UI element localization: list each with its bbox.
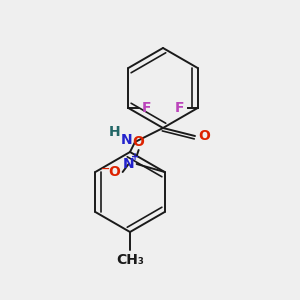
Text: +: + <box>130 152 139 162</box>
Text: N: N <box>121 133 133 147</box>
Text: N: N <box>123 157 134 171</box>
Text: O: O <box>198 129 210 143</box>
Text: CH₃: CH₃ <box>116 253 144 267</box>
Text: −: − <box>101 164 110 174</box>
Text: F: F <box>142 101 151 115</box>
Text: H: H <box>109 125 121 139</box>
Text: O: O <box>133 135 145 149</box>
Text: O: O <box>109 165 121 179</box>
Text: F: F <box>175 101 184 115</box>
